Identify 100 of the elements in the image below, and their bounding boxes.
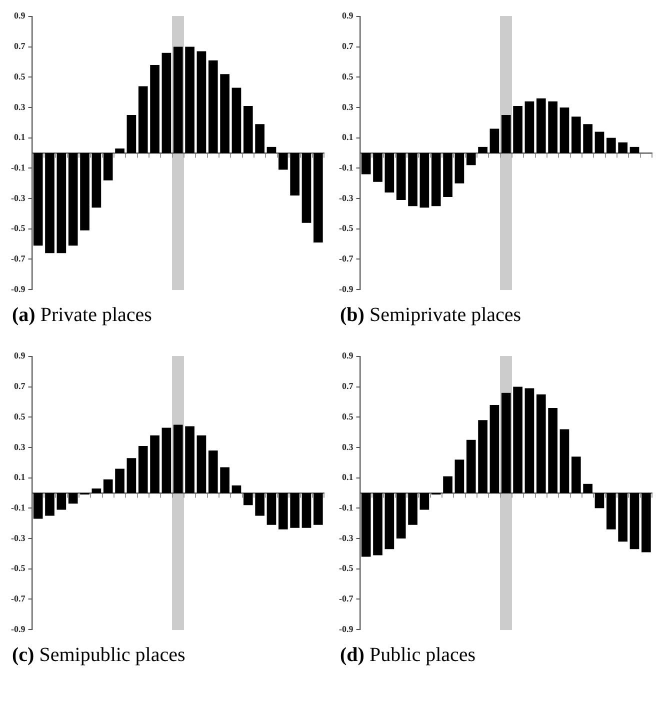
bar (68, 153, 78, 246)
bar (196, 435, 206, 493)
bar (361, 153, 371, 174)
bar (302, 493, 312, 528)
bar (56, 153, 66, 254)
y-tick-label: 0.9 (342, 350, 354, 361)
bar (536, 98, 546, 153)
bar (384, 493, 394, 550)
bar (420, 153, 430, 208)
bar (536, 394, 546, 493)
y-tick-label: 0.3 (342, 442, 354, 452)
bar (548, 408, 558, 493)
bar (443, 476, 452, 493)
y-tick-label: 0.7 (14, 381, 26, 392)
bar (606, 493, 616, 530)
bar (630, 493, 640, 550)
bar (278, 153, 288, 170)
bar (92, 153, 102, 208)
bar (431, 153, 441, 206)
bar (138, 86, 148, 153)
y-tick-label: 0.1 (342, 472, 354, 482)
bar (313, 493, 323, 525)
bar (560, 429, 570, 493)
bar (45, 493, 54, 516)
y-tick-label: -0.5 (338, 563, 354, 574)
bar (373, 493, 382, 556)
bar (454, 460, 464, 493)
bar (266, 146, 276, 153)
bar (302, 153, 312, 223)
bar (115, 148, 124, 153)
bar (68, 493, 78, 504)
y-tick-label: -0.5 (10, 563, 26, 574)
bar (80, 153, 90, 230)
bar (594, 493, 604, 508)
bar (466, 440, 476, 493)
text: (a) Private places (12, 304, 152, 326)
bar (208, 450, 218, 493)
y-tick-label: -0.3 (338, 192, 354, 203)
bar (290, 153, 300, 196)
y-tick-label: -0.7 (10, 254, 26, 264)
bar (243, 106, 253, 153)
bar (92, 488, 102, 493)
y-tick-label: -0.1 (338, 502, 354, 513)
y-tick-label: -0.9 (338, 284, 354, 294)
bar (373, 153, 382, 182)
bar (408, 153, 418, 206)
bar (396, 493, 406, 539)
bar (618, 493, 628, 542)
bar (408, 493, 418, 525)
bar (478, 420, 488, 493)
text: (b) Semiprivate places (340, 304, 522, 326)
bar (126, 115, 136, 153)
y-tick-label: 0.3 (14, 102, 26, 112)
bar (361, 493, 371, 557)
bar (396, 153, 406, 200)
bar (173, 424, 183, 493)
y-tick-label: -0.5 (10, 223, 26, 234)
bar (490, 404, 500, 493)
bar (583, 484, 592, 493)
bar (606, 138, 616, 153)
y-tick-label: -0.1 (10, 502, 26, 513)
bar (501, 115, 511, 153)
bar (454, 153, 464, 184)
bar (150, 64, 160, 153)
bar (560, 107, 570, 153)
y-tick-label: 0.3 (342, 102, 354, 112)
bar (420, 493, 430, 510)
y-tick-label: -0.3 (10, 532, 26, 543)
y-tick-label: -0.3 (338, 532, 354, 543)
bar (220, 467, 230, 493)
bar (278, 493, 288, 530)
y-tick-label: -0.5 (338, 223, 354, 234)
y-tick-label: 0.3 (14, 442, 26, 452)
bar (630, 146, 640, 153)
bar (208, 60, 218, 153)
y-tick-label: -0.9 (10, 284, 26, 294)
bar (594, 132, 604, 153)
bar (162, 428, 172, 493)
bar (196, 51, 206, 153)
bar (466, 153, 476, 166)
bar (513, 106, 522, 153)
bar (524, 388, 534, 493)
y-tick-label: -0.7 (338, 594, 354, 604)
y-tick-label: 0.5 (342, 411, 354, 422)
bar (103, 153, 113, 180)
bar (618, 142, 628, 153)
bar (490, 128, 500, 153)
bar (220, 74, 230, 153)
bar (313, 153, 323, 243)
y-tick-label: 0.7 (342, 41, 354, 52)
bar (103, 479, 113, 493)
bar (571, 116, 581, 153)
bar (255, 124, 264, 153)
y-tick-label: -0.7 (338, 254, 354, 264)
bar (232, 485, 242, 493)
y-tick-label: 0.7 (342, 381, 354, 392)
y-tick-label: 0.5 (14, 411, 26, 422)
y-tick-label: -0.1 (10, 162, 26, 173)
bar (150, 435, 160, 493)
bar (443, 153, 452, 198)
